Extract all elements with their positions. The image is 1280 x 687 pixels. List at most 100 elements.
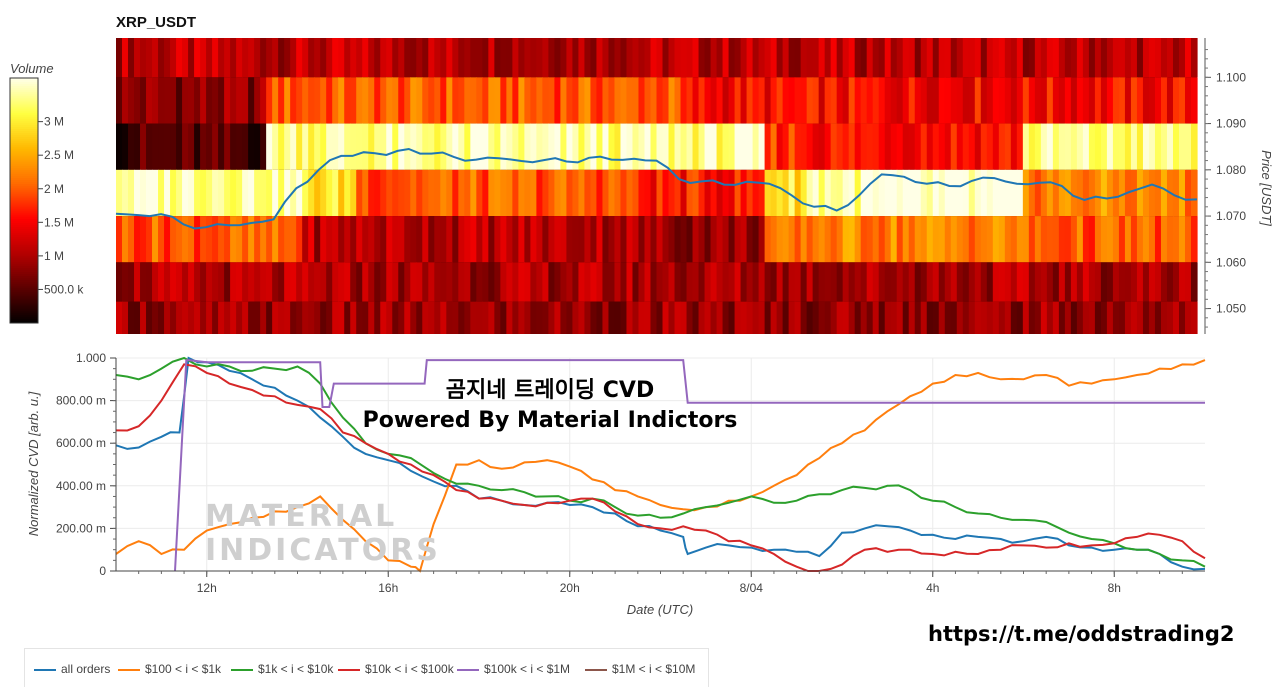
colorbar-segment: [10, 261, 38, 265]
heatmap-cell: [788, 77, 796, 124]
heatmap-cell: [1160, 262, 1168, 302]
legend-item[interactable]: $1k < i < $10k: [231, 662, 333, 676]
heatmap-cell: [632, 216, 640, 263]
heatmap-cell: [716, 216, 724, 263]
legend-item[interactable]: $100 < i < $1k: [118, 662, 221, 676]
heatmap-cell: [458, 169, 465, 217]
heatmap-cell: [584, 216, 592, 263]
heatmap-cell: [428, 262, 435, 302]
heatmap-cell: [1172, 301, 1180, 334]
heatmap-cell: [944, 262, 952, 302]
heatmap-cell: [1088, 301, 1096, 334]
heatmap-cell: [1172, 38, 1180, 78]
heatmap-cell: [200, 169, 207, 217]
heatmap-cell: [980, 77, 988, 124]
legend-item[interactable]: $1M < i < $10M: [585, 662, 695, 676]
heatmap-cell: [1046, 169, 1054, 217]
cvd-y-tick-label: 400.00 m: [56, 479, 106, 493]
legend-item[interactable]: all orders: [34, 662, 110, 676]
heatmap-cell: [1184, 216, 1192, 263]
heatmap-cell: [932, 216, 940, 263]
heatmap-cell: [1160, 77, 1168, 124]
heatmap-cell: [1058, 77, 1066, 124]
heatmap-cell: [476, 123, 483, 170]
heatmap-cell: [170, 77, 177, 124]
heatmap-cell: [272, 169, 279, 217]
telegram-link[interactable]: https://t.me/oddstrading2: [928, 622, 1235, 646]
heatmap-cell: [380, 77, 387, 124]
legend-item[interactable]: $10k < i < $100k: [338, 662, 454, 676]
heatmap-cell: [728, 262, 736, 302]
heatmap-cell: [614, 169, 622, 217]
heatmap-cell: [1076, 123, 1084, 170]
heatmap-cell: [1106, 77, 1114, 124]
heatmap-cell: [968, 38, 976, 78]
heatmap-cell: [410, 169, 417, 217]
heatmap-cell: [1094, 216, 1102, 263]
heatmap-cell: [206, 169, 213, 217]
heatmap-cell: [1178, 169, 1186, 217]
heatmap-cell: [428, 38, 435, 78]
heatmap-cell: [716, 123, 724, 170]
heatmap-cell: [920, 169, 928, 217]
heatmap-cell: [1034, 123, 1042, 170]
heatmap-cell: [296, 216, 303, 263]
colorbar-segment: [10, 233, 38, 236]
colorbar-segment: [10, 202, 38, 206]
price-line-layer: [115, 147, 1198, 230]
heatmap-cell: [854, 216, 862, 263]
heatmap-cell: [632, 262, 640, 302]
heatmap-cell: [290, 301, 297, 334]
heatmap-cell: [542, 77, 549, 124]
heatmap-cell: [332, 77, 339, 124]
heatmap-cell: [1148, 38, 1156, 78]
heatmap-cell: [860, 301, 868, 334]
heatmap-cell: [1046, 123, 1054, 170]
heatmap-cell: [212, 38, 219, 78]
heatmap-cell: [470, 301, 477, 334]
heatmap-cell: [770, 169, 778, 217]
heatmap-cell: [260, 301, 267, 334]
heatmap-cell: [794, 169, 802, 217]
heatmap-cell: [1166, 38, 1174, 78]
heatmap-cell: [590, 301, 598, 334]
heatmap-cell: [488, 216, 495, 263]
heatmap-cell: [290, 216, 297, 263]
heatmap-cell: [1010, 38, 1018, 78]
heatmap-cell: [722, 38, 730, 78]
colorbar-segment: [10, 135, 38, 138]
cvd-x-tick-label: 20h: [560, 581, 580, 595]
heatmap-cell: [524, 77, 531, 124]
heatmap-cell: [1034, 216, 1042, 263]
heatmap-cell: [914, 216, 922, 263]
legend-item[interactable]: $100k < i < $1M: [457, 662, 570, 676]
colorbar-segment: [10, 320, 38, 324]
heatmap-cell: [800, 123, 808, 170]
heatmap-cell: [368, 123, 375, 170]
heatmap-cell: [818, 77, 826, 124]
heatmap-cell: [1076, 77, 1084, 124]
heatmap-cell: [188, 216, 195, 263]
heatmap-cell: [488, 262, 495, 302]
heatmap-cell: [602, 77, 610, 124]
heatmap-cell: [1166, 123, 1174, 170]
heatmap-cell: [398, 301, 405, 334]
heatmap-cell: [164, 301, 171, 334]
heatmap-cell: [284, 301, 291, 334]
heatmap-cell: [296, 123, 303, 170]
heatmap-cell: [548, 216, 556, 263]
heatmap-cell: [1124, 38, 1132, 78]
heatmap-cell: [272, 216, 279, 263]
heatmap-cell: [290, 38, 297, 78]
heatmap-cell: [1046, 262, 1054, 302]
heatmap-cell: [176, 301, 183, 334]
heatmap-cell: [1148, 169, 1156, 217]
colorbar-segment: [10, 274, 38, 277]
heatmap-cell: [440, 77, 447, 124]
heatmap-cell: [200, 38, 207, 78]
heatmap-cell: [458, 38, 465, 78]
heatmap-cell: [686, 77, 694, 124]
heatmap-cell: [926, 216, 934, 263]
heatmap-cell: [524, 169, 531, 217]
heatmap-cell: [746, 216, 754, 263]
